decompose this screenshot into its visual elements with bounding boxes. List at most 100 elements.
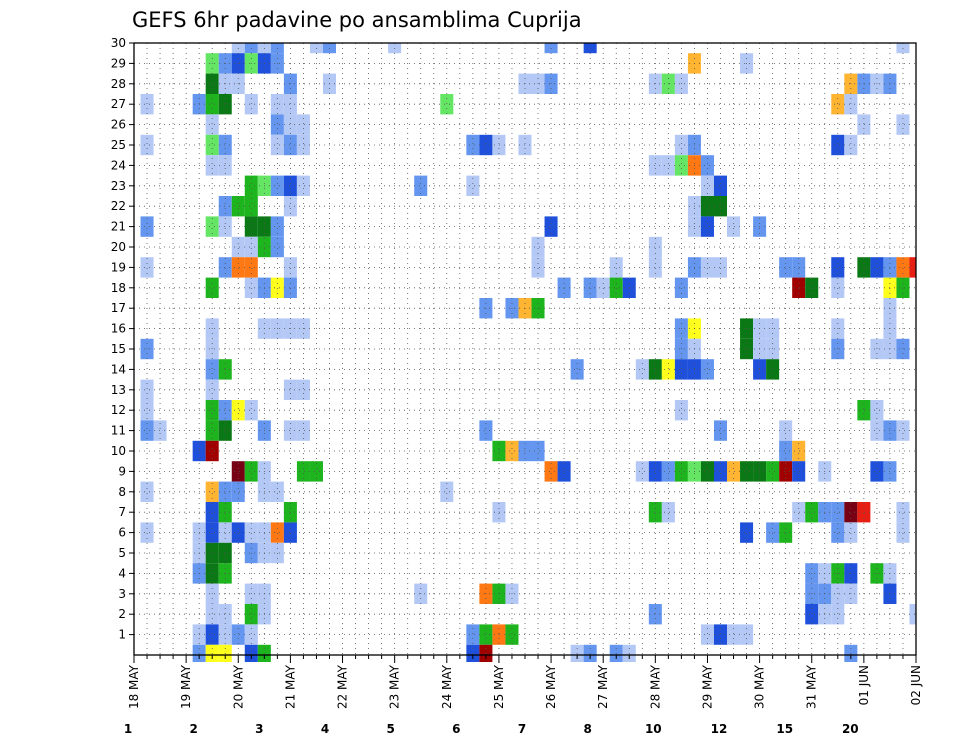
heatmap-cell — [205, 379, 219, 400]
heatmap-cell — [283, 257, 297, 278]
heatmap-cell — [609, 257, 623, 278]
heatmap-cell — [700, 175, 714, 196]
y-tick-label: 17 — [111, 301, 126, 315]
heatmap-cell — [779, 257, 793, 278]
y-tick-label: 16 — [111, 322, 126, 336]
heatmap-cell — [205, 522, 219, 543]
y-tick-label: 24 — [111, 158, 126, 172]
legend-label: 1 — [124, 722, 132, 736]
heatmap-cell — [283, 277, 297, 298]
y-tick-label: 14 — [111, 362, 126, 376]
heatmap-cell — [283, 94, 297, 115]
heatmap-cell — [700, 216, 714, 237]
heatmap-cell — [466, 175, 480, 196]
x-tick-label: 19 MAY — [179, 664, 193, 709]
heatmap-cell — [857, 400, 871, 421]
x-tick-label: 24 MAY — [440, 664, 454, 709]
heatmap-cell — [531, 440, 545, 462]
heatmap-cell — [805, 502, 819, 523]
heatmap-cell — [283, 522, 297, 543]
heatmap-cell — [674, 155, 688, 176]
y-tick-label: 12 — [111, 403, 126, 417]
heatmap-cell — [661, 502, 675, 523]
heatmap-cell — [296, 134, 310, 156]
heatmap-cell — [896, 420, 910, 441]
heatmap-cell — [218, 196, 232, 217]
heatmap-cell — [674, 134, 688, 156]
heatmap-cell — [492, 134, 506, 156]
heatmap-cell — [283, 175, 297, 196]
heatmap-cell — [140, 216, 154, 237]
y-tick-label: 11 — [111, 424, 126, 438]
color-legend: 1 2 3 4 5 6 7 8 10 12 15 20 — [124, 722, 859, 736]
heatmap-cell — [844, 502, 858, 523]
heatmap-cell — [270, 94, 284, 115]
heatmap-cell — [231, 196, 245, 217]
heatmap-cell — [283, 134, 297, 156]
heatmap-cell — [727, 461, 741, 482]
heatmap-cell — [544, 461, 558, 482]
heatmap-cell — [283, 502, 297, 523]
x-tick-label: 28 MAY — [648, 664, 662, 709]
heatmap-cell — [231, 400, 245, 421]
heatmap-cell — [283, 420, 297, 441]
heatmap-cell — [870, 420, 884, 441]
heatmap-cell — [844, 94, 858, 115]
legend-label: 20 — [842, 722, 859, 736]
y-tick-label: 22 — [111, 199, 126, 213]
heatmap-cell — [492, 502, 506, 523]
heatmap-cell — [270, 114, 284, 135]
heatmap-cell — [218, 502, 232, 523]
heatmap-cell — [713, 420, 728, 441]
heatmap-cell — [674, 461, 688, 482]
heatmap-cell — [648, 461, 662, 482]
heatmap-cell — [218, 155, 232, 176]
heatmap-cell — [805, 277, 819, 298]
legend-label: 10 — [645, 722, 662, 736]
heatmap-cell — [466, 134, 480, 156]
heatmap-cell — [766, 461, 780, 482]
x-tick-label: 20 MAY — [231, 664, 245, 709]
heatmap-cell — [205, 481, 219, 502]
heatmap-cell — [648, 359, 662, 380]
heatmap-cell — [713, 175, 728, 196]
heatmap-cell — [831, 277, 845, 298]
heatmap-cell — [831, 604, 845, 625]
heatmap-cell — [140, 94, 154, 115]
y-tick-label: 2 — [118, 607, 126, 621]
heatmap-cell — [570, 359, 584, 380]
y-tick-label: 3 — [118, 587, 126, 601]
y-tick-label: 19 — [111, 260, 126, 274]
heatmap-cell — [231, 461, 245, 482]
heatmap-cell — [857, 114, 871, 135]
y-tick-label: 7 — [118, 505, 126, 519]
heatmap-cell — [270, 481, 284, 502]
heatmap-cell — [218, 481, 232, 502]
x-tick-label: 01 JUN — [857, 665, 871, 705]
heatmap-cell — [231, 522, 245, 543]
heatmap-cell — [896, 257, 910, 278]
heatmap-cell — [831, 94, 845, 115]
heatmap-cell — [205, 134, 219, 156]
heatmap-cell — [870, 400, 884, 421]
y-tick-label: 26 — [111, 118, 126, 132]
heatmap-cell — [140, 420, 154, 441]
heatmap-cell — [831, 522, 845, 543]
x-tick-label: 18 MAY — [127, 664, 141, 709]
heatmap-cell — [857, 502, 871, 523]
y-tick-label: 20 — [111, 240, 126, 254]
heatmap-cell — [270, 216, 284, 237]
legend-label: 4 — [321, 722, 329, 736]
heatmap-cell — [583, 277, 597, 298]
y-tick-label: 6 — [118, 526, 126, 540]
heatmap-cell — [740, 461, 754, 482]
heatmap-cell — [218, 420, 232, 441]
legend-label: 8 — [584, 722, 592, 736]
heatmap-cell — [205, 440, 219, 462]
heatmap-cell — [661, 155, 675, 176]
y-tick-label: 1 — [118, 628, 126, 642]
heatmap-cell — [244, 277, 258, 298]
y-tick-label: 8 — [118, 485, 126, 499]
heatmap-cell — [779, 440, 793, 462]
